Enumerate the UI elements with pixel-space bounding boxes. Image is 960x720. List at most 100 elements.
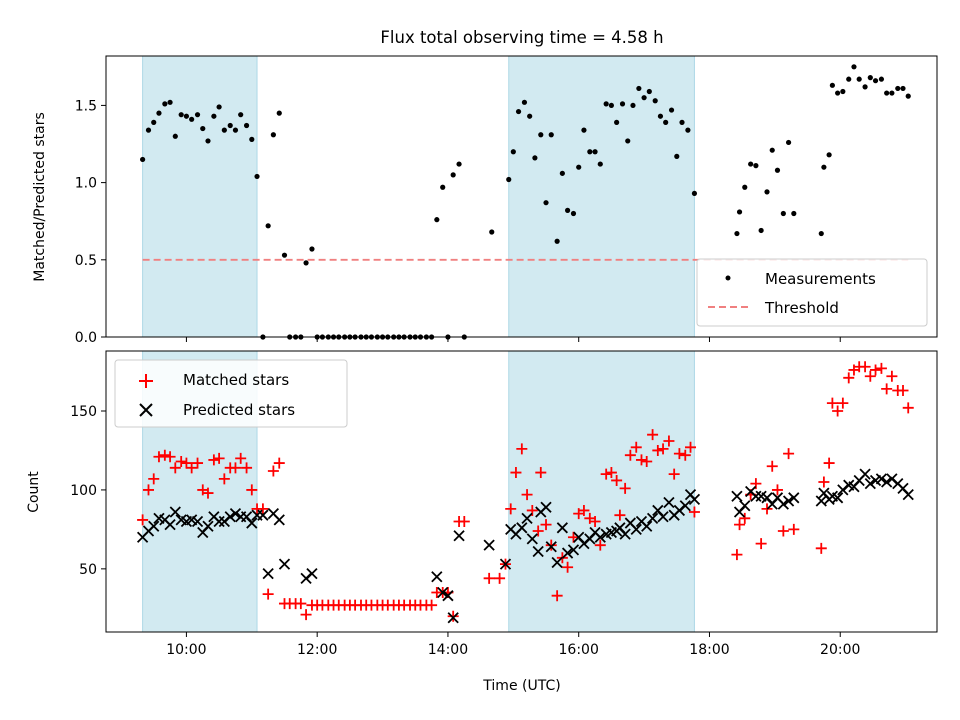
- matched-star-marker: [494, 572, 506, 584]
- measurement-point: [736, 209, 743, 215]
- measurement-point: [162, 101, 168, 107]
- predicted-star-marker: [169, 506, 181, 518]
- measurement-point: [554, 238, 560, 244]
- matched-star-marker: [213, 452, 225, 464]
- predicted-star-marker: [431, 571, 443, 583]
- bottom-axes: 50 100 150 10:00 12:00 14:00 16:00 18:00 20:00: [70, 350, 938, 658]
- measurement-point: [434, 217, 440, 223]
- top-y-axis-label: Matched/Predicted stars: [32, 112, 48, 282]
- measurement-point: [663, 119, 669, 125]
- measurement-point: [862, 84, 868, 90]
- predicted-star-marker: [630, 523, 642, 536]
- matched-star-marker: [788, 523, 800, 535]
- predicted-star-marker: [663, 496, 675, 509]
- matched-star-marker: [273, 457, 285, 469]
- legend-measurements-label: Measurements: [765, 270, 876, 288]
- measurement-point: [646, 88, 652, 95]
- legend-matched-marker: [139, 374, 153, 388]
- measurement-point: [216, 104, 222, 110]
- measurement-point: [791, 210, 797, 217]
- predicted-star-marker: [561, 547, 574, 559]
- predicted-star-marker: [540, 501, 552, 513]
- top-axes: 0.0 0.5 1.0 1.5: [75, 55, 938, 346]
- predicted-star-marker: [447, 612, 459, 624]
- matched-star-marker: [783, 448, 795, 460]
- legend-matched-label: Matched stars: [183, 371, 289, 389]
- matched-star-marker: [180, 457, 192, 469]
- measurement-point: [538, 132, 544, 138]
- matched-star-marker: [153, 451, 165, 463]
- matched-star-marker: [175, 456, 187, 468]
- predicted-star-marker: [273, 514, 285, 526]
- chart-title: Flux total observing time = 4.58 h: [380, 28, 663, 47]
- bottom-panel: 50 100 150 10:00 12:00 14:00 16:00 18:00 20:00 C…: [26, 350, 938, 694]
- matched-star-marker: [578, 504, 590, 516]
- matched-star-marker: [688, 506, 700, 518]
- measurement-point: [564, 207, 571, 213]
- matched-star-marker: [859, 361, 871, 373]
- predicted-star-marker: [164, 519, 176, 531]
- bottom-x-tick-label: 12:00: [297, 642, 337, 658]
- matched-star-marker: [766, 460, 778, 472]
- predicted-star-marker: [229, 507, 242, 520]
- measurement-point: [614, 119, 620, 125]
- measurement-point: [570, 210, 577, 217]
- measurement-point: [559, 170, 565, 176]
- matched-star-marker: [823, 457, 835, 469]
- predicted-star-marker: [453, 530, 465, 542]
- measurement-point: [641, 95, 647, 101]
- measurement-point: [450, 172, 456, 178]
- matched-star-marker: [267, 465, 279, 477]
- matched-star-marker: [611, 474, 623, 486]
- measurement-point: [758, 227, 764, 234]
- matched-star-marker: [641, 456, 653, 468]
- predicted-star-marker: [646, 512, 659, 524]
- matched-star-marker: [731, 549, 743, 561]
- predicted-star-marker: [532, 545, 544, 558]
- matched-star-marker: [300, 609, 312, 621]
- measurement-point: [889, 90, 895, 96]
- predicted-star-marker: [521, 512, 533, 524]
- matched-star-marker: [886, 370, 898, 382]
- matched-star-marker: [589, 515, 601, 527]
- top-panel: 0.0 0.5 1.0 1.5 Matched/Predicted stars Mea…: [32, 55, 938, 346]
- measurement-point: [521, 99, 528, 105]
- matched-star-marker: [897, 384, 909, 396]
- measurement-point: [270, 132, 276, 138]
- measurement-point: [597, 161, 603, 167]
- measurement-point: [515, 108, 522, 115]
- measurement-point: [652, 98, 658, 104]
- predicted-star-marker: [526, 533, 538, 545]
- predicted-star-marker: [902, 489, 914, 501]
- matched-star-marker: [532, 525, 544, 537]
- predicted-star-marker: [567, 544, 580, 556]
- matched-star-marker: [142, 484, 154, 496]
- measurement-point: [440, 184, 446, 190]
- matched-star-marker: [540, 519, 552, 531]
- measurement-point: [840, 88, 846, 95]
- matched-star-marker: [192, 457, 204, 469]
- matched-star-marker: [815, 542, 827, 554]
- measurement-point: [636, 85, 642, 92]
- predicted-star-marker: [148, 520, 160, 532]
- bottom-x-tick-label: 16:00: [559, 642, 599, 658]
- matched-star-marker: [881, 383, 893, 395]
- matched-star-marker: [257, 503, 269, 515]
- predicted-star-marker: [516, 522, 528, 534]
- predicted-star-marker: [864, 477, 876, 490]
- matched-star-marker: [505, 503, 517, 515]
- matched-star-marker: [870, 364, 882, 376]
- matched-star-marker: [447, 610, 459, 622]
- measurement-point: [785, 139, 792, 146]
- measurement-point: [489, 229, 495, 235]
- bottom-y-tick-label: 100: [70, 483, 97, 499]
- measurement-point: [821, 164, 827, 170]
- measurement-points: [140, 64, 911, 340]
- predicted-star-marker: [782, 495, 795, 507]
- measurement-point: [151, 119, 157, 125]
- measurement-point: [183, 113, 190, 119]
- measurement-point: [221, 127, 227, 133]
- measurement-point: [194, 112, 201, 118]
- matched-star-marker: [875, 362, 887, 374]
- measurement-point: [527, 113, 533, 119]
